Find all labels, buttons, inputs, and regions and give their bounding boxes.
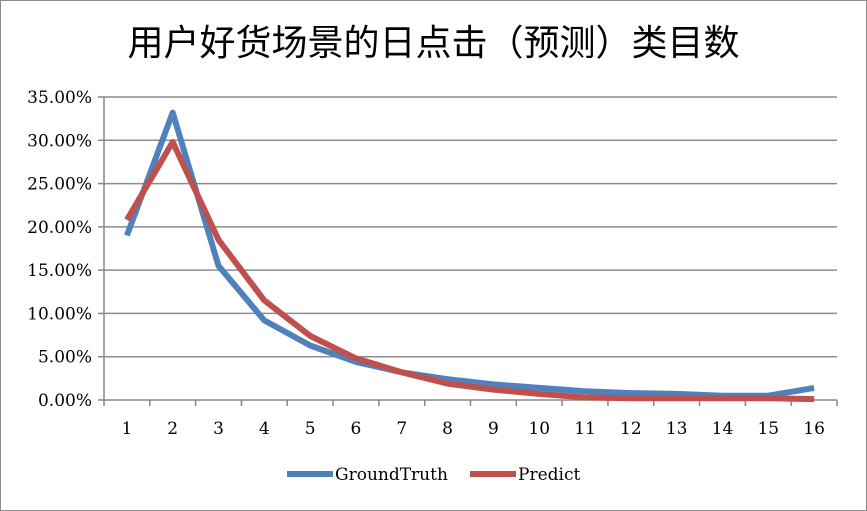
x-tick-label: 4 <box>259 419 270 439</box>
y-tick-label: 35.00% <box>27 88 92 108</box>
y-axis-ticks: 0.00% 5.00% 10.00% 15.00% 20.00% 25.00% 30.00%… <box>27 88 104 411</box>
grid-lines <box>103 96 837 401</box>
x-tick-label: 13 <box>666 419 688 439</box>
series-lines <box>124 109 815 403</box>
y-tick-label: 0.00% <box>38 391 92 411</box>
x-axis-ticks: 1 2 3 4 5 6 7 8 9 10 11 12 13 14 15 16 <box>103 400 838 439</box>
y-tick-label: 20.00% <box>27 218 92 238</box>
x-tick-label: 12 <box>620 419 642 439</box>
legend-label-groundtruth: GroundTruth <box>335 465 448 485</box>
y-tick-label: 25.00% <box>27 175 92 195</box>
series-line-groundtruth <box>124 109 815 399</box>
x-tick-label: 2 <box>167 419 178 439</box>
series-line-predict <box>124 139 815 403</box>
x-tick-label: 6 <box>351 419 362 439</box>
y-tick-label: 30.00% <box>27 131 92 151</box>
legend-label-predict: Predict <box>518 465 580 485</box>
x-tick-label: 15 <box>757 419 779 439</box>
x-tick-label: 10 <box>528 419 550 439</box>
chart-title: 用户好货场景的日点击（预测）类目数 <box>127 23 740 64</box>
x-tick-label: 5 <box>305 419 316 439</box>
x-tick-label: 14 <box>712 419 734 439</box>
x-tick-label: 3 <box>213 419 224 439</box>
x-tick-label: 16 <box>803 419 825 439</box>
y-tick-label: 10.00% <box>27 304 92 324</box>
y-tick-label: 5.00% <box>38 348 92 368</box>
x-tick-label: 1 <box>121 419 132 439</box>
x-tick-label: 11 <box>574 419 596 439</box>
x-tick-label: 7 <box>396 419 407 439</box>
y-tick-label: 15.00% <box>27 261 92 281</box>
x-tick-label: 9 <box>488 419 499 439</box>
x-tick-label: 8 <box>442 419 453 439</box>
legend: GroundTruth Predict <box>287 465 580 485</box>
